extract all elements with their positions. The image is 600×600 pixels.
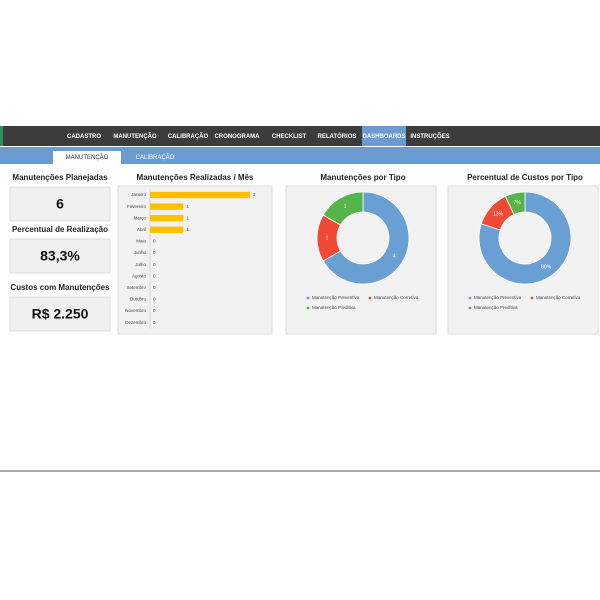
value-label: 0 <box>153 308 156 313</box>
kpi-title: Manutenções Planejadas <box>12 173 108 182</box>
donut-slice <box>322 191 364 226</box>
kpi-box <box>9 186 111 222</box>
category-label: Março <box>133 215 146 220</box>
legend-label: Manutenção Preditiva <box>312 305 356 310</box>
kpi-value: R$ 2.250 <box>32 306 89 322</box>
subnav-active <box>53 151 121 164</box>
legend-dot <box>530 296 534 300</box>
kpi-title: Percentual de Realização <box>12 225 108 234</box>
bar <box>150 226 184 233</box>
donut-slice <box>478 191 572 285</box>
slice-label: 4 <box>393 253 396 259</box>
category-label: Abril <box>137 227 146 232</box>
category-label: Junho <box>134 250 147 255</box>
legend-dot <box>368 296 372 300</box>
category-label: Janeiro <box>131 192 146 197</box>
slice-label: 1 <box>326 235 329 241</box>
legend-label: Manutenção Preventiva <box>474 295 522 300</box>
legend-label: Manutenção Preventiva <box>312 295 360 300</box>
legend-label: Manutenção Corretiva <box>536 295 581 300</box>
subnav-tab[interactable]: CALIBRAÇÃO <box>136 154 175 161</box>
category-label: Dezembro <box>125 320 146 325</box>
nav-item[interactable]: INSTRUÇÕES <box>410 133 449 140</box>
nav-item[interactable]: CHECKLIST <box>272 134 307 140</box>
slice-label: 1 <box>344 204 347 210</box>
category-label: Setembro <box>126 285 146 290</box>
donut-slice <box>504 191 526 216</box>
category-label: Julho <box>135 262 146 267</box>
nav-accent <box>0 126 3 146</box>
nav-item[interactable]: DASHBOARDS <box>362 134 405 140</box>
subnav-bar <box>0 147 600 164</box>
value-label: 0 <box>153 262 156 267</box>
value-label: 1 <box>186 215 189 220</box>
bar <box>150 191 250 199</box>
value-label: 0 <box>153 273 156 278</box>
chart-title: Manutenções Realizadas / Mês <box>137 173 254 182</box>
bar <box>150 215 184 222</box>
nav-item[interactable]: RELATÓRIOS <box>318 132 357 140</box>
value-label: 1 <box>186 204 189 209</box>
kpi-title: Custos com Manutenções <box>10 283 110 292</box>
nav-item[interactable]: MANUTENÇÃO <box>113 133 157 140</box>
value-label: 0 <box>153 250 156 255</box>
bar <box>150 203 184 210</box>
category-label: Maio <box>136 239 146 244</box>
category-label: Agosto <box>132 273 147 278</box>
nav-bar <box>0 126 600 146</box>
category-label: Outubro <box>130 297 147 302</box>
category-label: Novembro <box>125 308 146 313</box>
value-label: 0 <box>153 297 156 302</box>
value-label: 0 <box>153 285 156 290</box>
category-label: Fevereiro <box>127 204 147 209</box>
value-label: 3 <box>253 192 256 197</box>
legend-dot <box>306 306 310 310</box>
kpi-value: 83,3% <box>40 248 80 264</box>
kpi-value: 6 <box>56 196 64 212</box>
legend-dot <box>468 296 472 300</box>
kpi-box <box>9 238 111 274</box>
nav-item[interactable]: CRONOGRAMA <box>215 134 261 140</box>
value-label: 0 <box>153 239 156 244</box>
nav-active <box>362 126 406 146</box>
nav-item[interactable]: CADASTRO <box>67 134 101 140</box>
chart-title: Manutenções por Tipo <box>320 173 405 182</box>
subnav-tab[interactable]: MANUTENÇÃO <box>66 154 109 161</box>
kpi-box <box>9 296 111 332</box>
slice-label: 13% <box>493 212 504 218</box>
donut-slice <box>322 191 410 285</box>
slice-label: 80% <box>541 264 552 270</box>
chart-title: Percentual de Custos por Tipo <box>467 173 583 182</box>
legend-label: Manutenção Corretiva <box>374 295 419 300</box>
value-label: 1 <box>186 227 189 232</box>
legend-label: Manutenção Preditiva <box>474 305 518 310</box>
value-label: 0 <box>153 320 156 325</box>
legend-dot <box>468 306 472 310</box>
slice-label: 7% <box>514 200 522 206</box>
bar-panel <box>117 185 273 335</box>
legend-dot <box>306 296 310 300</box>
nav-item[interactable]: CALIBRAÇÃO <box>168 133 209 140</box>
